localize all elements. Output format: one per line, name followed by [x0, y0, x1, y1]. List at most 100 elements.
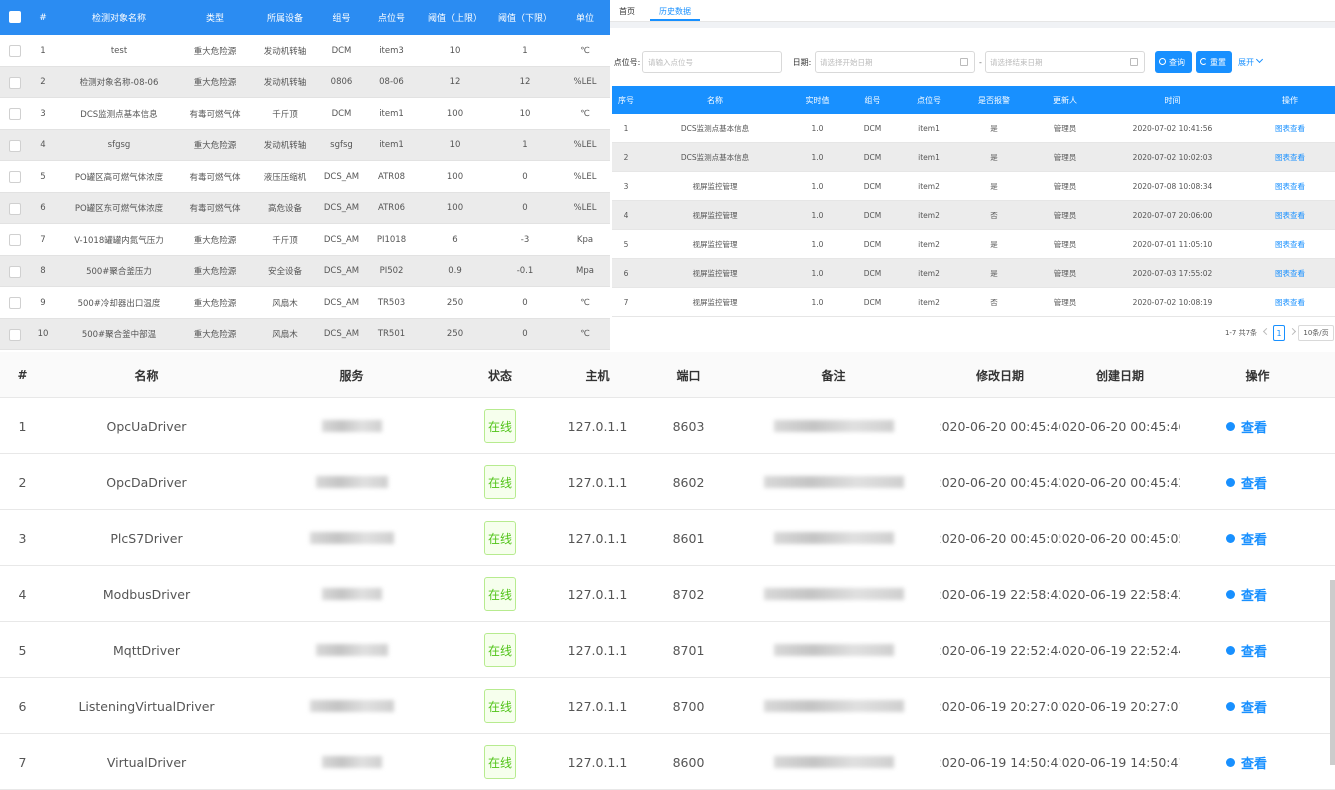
button-text: 重置: [1210, 57, 1226, 67]
checkbox[interactable]: [9, 297, 21, 309]
table-cell: DCM: [863, 211, 882, 220]
checkbox[interactable]: [9, 45, 21, 57]
view-link[interactable]: 查看: [1240, 476, 1267, 492]
eye-icon: [1226, 478, 1235, 487]
checkbox[interactable]: [9, 108, 21, 120]
tab-strip: [610, 22, 1335, 28]
blurred-text: [763, 588, 904, 600]
table-cell: 6: [18, 698, 27, 714]
input[interactable]: [985, 51, 1145, 73]
chart-link[interactable]: 图表查看: [1275, 240, 1305, 249]
table-row: [0, 318, 610, 350]
input[interactable]: [815, 51, 975, 73]
page-size[interactable]: 10条/页: [1298, 325, 1334, 341]
table-cell: 是: [990, 153, 998, 162]
table-cell: 重大危险源: [193, 141, 237, 152]
checkbox[interactable]: [9, 202, 21, 215]
checkbox[interactable]: [9, 328, 21, 341]
checkbox[interactable]: [9, 139, 21, 152]
view-link[interactable]: 查看: [1240, 532, 1267, 548]
view-link[interactable]: 查看: [1240, 700, 1267, 716]
table-cell: item3: [379, 45, 404, 56]
table-cell: 5: [623, 240, 629, 249]
view-link[interactable]: 查看: [1240, 756, 1267, 772]
blurred-text: [321, 588, 382, 600]
table-cell: DCS监测点基本信息: [680, 124, 750, 133]
link[interactable]: 展开: [1238, 57, 1254, 67]
table-cell: 视屏监控管理: [692, 240, 738, 249]
table-cell: test: [110, 45, 128, 56]
table-cell: 12: [449, 77, 461, 88]
table-cell: 2020-06-20 00:45:05: [940, 530, 1060, 546]
table-cell: 2020-07-01 11:05:10: [1132, 240, 1213, 249]
table-cell: 千斤顶: [272, 109, 298, 120]
placeholder: 请选择开始日期: [820, 57, 873, 67]
pagination-total: 1-7 共7条: [1224, 329, 1258, 337]
table-header: [0, 0, 610, 35]
column-header: 状态: [487, 368, 512, 383]
table-cell: 127.0.1.1: [567, 754, 628, 770]
table-cell: 4: [18, 586, 27, 602]
tab[interactable]: 历史数据: [659, 6, 691, 16]
page[interactable]: 1: [1273, 325, 1285, 341]
view-link[interactable]: 查看: [1240, 644, 1267, 660]
button[interactable]: [1155, 51, 1192, 73]
table-cell: 1.0: [811, 211, 824, 220]
table-cell: 安全设备: [267, 267, 302, 278]
status-tag: 在线: [484, 577, 516, 611]
checkbox[interactable]: [9, 76, 21, 89]
table-cell: 2020-07-02 10:02:03: [1132, 153, 1213, 162]
table-cell: 重大危险源: [193, 330, 237, 341]
chart-link[interactable]: 图表查看: [1275, 298, 1305, 307]
table-cell: item2: [918, 269, 940, 278]
table-cell: 127.0.1.1: [567, 642, 628, 658]
table-cell: 500#聚合釜压力: [86, 267, 152, 278]
chart-link[interactable]: 图表查看: [1275, 211, 1305, 220]
table-cell: 0: [522, 329, 528, 340]
placeholder: 请输入点位号: [648, 57, 693, 67]
chart-link[interactable]: 图表查看: [1275, 153, 1305, 162]
eye-icon: [1226, 702, 1235, 711]
chart-link[interactable]: 图表查看: [1275, 269, 1305, 278]
table-cell: 2020-07-07 20:06:00: [1132, 211, 1213, 220]
view-link[interactable]: 查看: [1240, 588, 1267, 604]
table-cell: V-1018罐罐内氮气压力: [74, 235, 164, 246]
checkbox[interactable]: [9, 234, 21, 246]
column-header: 端口: [676, 368, 701, 383]
table-cell: 重大危险源: [193, 298, 237, 309]
table-cell: 有毒可燃气体: [189, 109, 241, 120]
table-cell: ATR08: [377, 171, 406, 182]
checkbox[interactable]: [9, 11, 21, 23]
chart-link[interactable]: 图表查看: [1275, 182, 1305, 191]
table-cell: DCM: [863, 153, 882, 162]
table-cell: DCS_AM: [323, 297, 360, 308]
table-cell: 2020-06-20 00:45:05: [1060, 530, 1180, 546]
blurred-text: [315, 644, 388, 656]
tab[interactable]: 首页: [619, 6, 635, 16]
column-header: 组号: [332, 14, 351, 24]
table-cell: 12: [519, 77, 531, 88]
chart-link[interactable]: 图表查看: [1275, 124, 1305, 133]
blurred-text: [773, 532, 894, 544]
checkbox[interactable]: [9, 171, 21, 183]
table-cell: 2020-06-19 20:27:01: [1060, 698, 1180, 714]
table-cell: DCM: [863, 182, 882, 191]
view-link[interactable]: 查看: [1240, 420, 1267, 436]
table-cell: 是: [990, 182, 998, 191]
prev[interactable]: [1262, 327, 1271, 336]
table-cell: 5: [18, 642, 27, 658]
table-cell: 3: [40, 108, 46, 119]
button[interactable]: [1196, 51, 1232, 73]
table-cell: 7: [40, 234, 46, 245]
table-cell: 2020-06-19 22:58:42: [940, 586, 1060, 602]
table-cell: 2020-06-20 00:45:42: [1060, 474, 1180, 490]
next[interactable]: [1288, 327, 1297, 336]
table-cell: 发动机转轴: [263, 46, 307, 57]
table-cell: 100: [446, 171, 464, 182]
checkbox[interactable]: [9, 265, 21, 278]
table-cell: PI1018: [376, 234, 407, 245]
input[interactable]: [642, 51, 782, 73]
table-cell: 127.0.1.1: [567, 586, 628, 602]
table-cell: 0.9: [448, 266, 462, 277]
